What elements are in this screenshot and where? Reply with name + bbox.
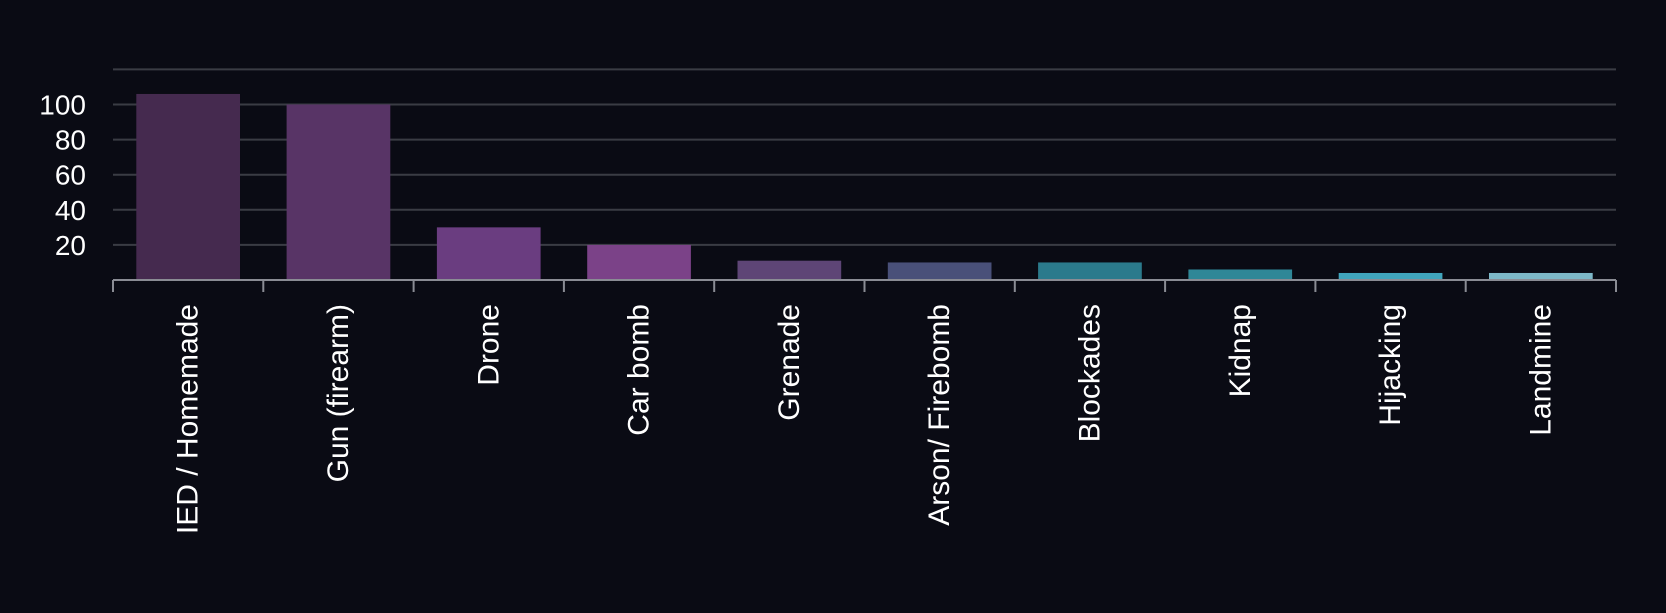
- y-tick-labels: 20 40 60 80 100: [39, 90, 86, 261]
- bar-blockades: [1038, 262, 1142, 280]
- bar-ied-homemade: [136, 93, 241, 280]
- x-tick-label: Grenade: [773, 304, 806, 421]
- bar-landmine: [1488, 272, 1593, 280]
- x-tick-label: Arson/ Firebomb: [923, 304, 956, 526]
- y-tick-label: 40: [55, 195, 86, 226]
- y-tick-label: 100: [39, 90, 86, 121]
- bar-hijacking: [1338, 272, 1443, 280]
- bar-grenade: [737, 260, 842, 280]
- bar-car-bomb: [587, 244, 691, 280]
- bars: [136, 93, 1593, 280]
- x-tick-label: Car bomb: [623, 304, 656, 436]
- bar-gun-firearm: [286, 104, 391, 280]
- y-tick-label: 80: [55, 125, 86, 156]
- y-tick-label: 20: [55, 230, 86, 261]
- x-axis: [112, 279, 1617, 292]
- x-tick-label: Blockades: [1073, 304, 1106, 442]
- x-tick-labels: IED / Homemade Gun (firearm) Drone Car bomb…: [172, 304, 1558, 534]
- x-tick-label: Landmine: [1524, 304, 1557, 436]
- bar-kidnap: [1188, 269, 1293, 280]
- bar-drone: [436, 227, 541, 280]
- x-tick-label: Hijacking: [1374, 304, 1407, 426]
- x-tick-label: Kidnap: [1224, 304, 1257, 397]
- y-tick-label: 60: [55, 160, 86, 191]
- x-tick-label: Gun (firearm): [322, 304, 355, 482]
- x-tick-label: Drone: [472, 304, 505, 386]
- bar-arson-firebomb: [887, 262, 992, 280]
- x-tick-label: IED / Homemade: [172, 304, 205, 534]
